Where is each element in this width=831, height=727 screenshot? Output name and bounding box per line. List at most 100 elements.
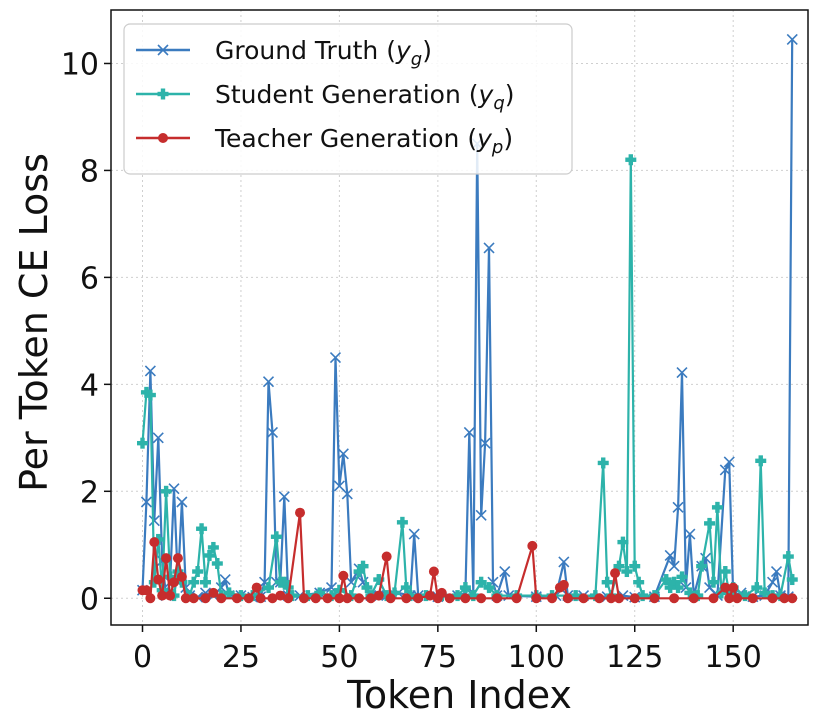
series-circle (137, 507, 798, 604)
data-point (782, 551, 794, 563)
data-point (192, 566, 204, 578)
data-point (562, 593, 573, 604)
data-point (354, 593, 365, 604)
axis-ticks: 0 25 50 75 100 125 150 0 2 4 6 8 10 (61, 47, 762, 675)
data-point (164, 571, 176, 583)
data-point (633, 576, 645, 588)
data-point (176, 496, 188, 508)
data-point (601, 576, 613, 588)
data-point (283, 593, 294, 604)
data-point (739, 590, 751, 602)
x-tick-label: 25 (222, 640, 260, 675)
data-point (428, 566, 439, 577)
data-point (767, 593, 778, 604)
data-point (649, 593, 660, 604)
data-point (787, 593, 798, 604)
data-point (732, 593, 743, 604)
data-point (149, 537, 160, 548)
data-point (322, 593, 333, 604)
y-axis-label: Per Token CE Loss (12, 153, 56, 492)
data-point (165, 590, 176, 601)
y-tick-label: 4 (80, 368, 99, 403)
data-point (278, 576, 290, 588)
legend-label: Teacher Generation (yp) (214, 124, 513, 158)
plot-area-frame (110, 9, 809, 626)
legend-marker (158, 133, 168, 143)
data-point (169, 577, 180, 588)
data-point (676, 571, 688, 583)
data-point (444, 593, 455, 604)
data-point (275, 590, 286, 601)
data-point (144, 389, 156, 401)
data-point (723, 587, 735, 599)
data-point (747, 593, 758, 604)
data-point (707, 576, 719, 588)
data-point (724, 593, 735, 604)
data-point (270, 531, 282, 543)
data-point (476, 593, 487, 604)
data-point (207, 541, 219, 553)
data-point (715, 587, 727, 599)
data-point (786, 33, 798, 45)
data-point (629, 593, 640, 604)
data-point (298, 593, 309, 604)
data-point (267, 593, 278, 604)
data-point (208, 587, 219, 598)
x-tick-label: 125 (606, 640, 663, 675)
data-point (373, 574, 385, 586)
data-point (511, 593, 522, 604)
data-point (396, 516, 408, 528)
data-point (251, 582, 262, 593)
data-point (278, 491, 290, 503)
data-point (452, 590, 464, 602)
data-point (606, 593, 617, 604)
data-point (329, 352, 342, 364)
x-tick-label: 100 (508, 640, 565, 675)
data-point (610, 568, 621, 579)
data-point (188, 593, 199, 604)
legend-entry: Student Generation (yq) (136, 80, 515, 114)
legend-entry: Ground Truth (yg) (136, 36, 432, 70)
data-point (531, 593, 542, 604)
data-point (459, 582, 471, 594)
data-point (684, 528, 696, 540)
data-point (704, 517, 716, 529)
data-point (467, 590, 479, 602)
data-point (172, 566, 184, 578)
data-point (660, 574, 672, 586)
data-point (144, 365, 156, 377)
data-point (668, 560, 680, 572)
data-point (499, 565, 511, 578)
data-point (719, 464, 731, 476)
data-point (786, 574, 798, 586)
legend-marker (157, 88, 169, 100)
data-point (223, 587, 235, 599)
x-tick-label: 75 (419, 640, 457, 675)
data-point (282, 582, 294, 594)
data-point (196, 523, 208, 535)
data-point (613, 593, 624, 604)
data-point (629, 560, 641, 572)
data-point (334, 593, 345, 604)
x-tick-label: 150 (705, 640, 762, 675)
data-point (688, 593, 699, 604)
data-point (483, 242, 495, 254)
y-tick-label: 8 (80, 154, 99, 189)
data-point (216, 593, 227, 604)
data-point (137, 437, 149, 449)
data-point (211, 558, 223, 569)
data-point (664, 549, 676, 562)
data-point (621, 566, 633, 578)
data-point (200, 593, 211, 604)
data-point (385, 593, 396, 604)
data-point (770, 565, 783, 578)
legend: Ground Truth (yg) Student Generation (yq)… (123, 23, 573, 175)
legend-label: Student Generation (yq) (215, 80, 515, 114)
data-point (672, 501, 684, 513)
data-point (357, 560, 369, 572)
data-point (262, 376, 275, 388)
data-point (266, 426, 279, 439)
data-point (180, 593, 191, 604)
y-tick-label: 0 (80, 582, 99, 617)
